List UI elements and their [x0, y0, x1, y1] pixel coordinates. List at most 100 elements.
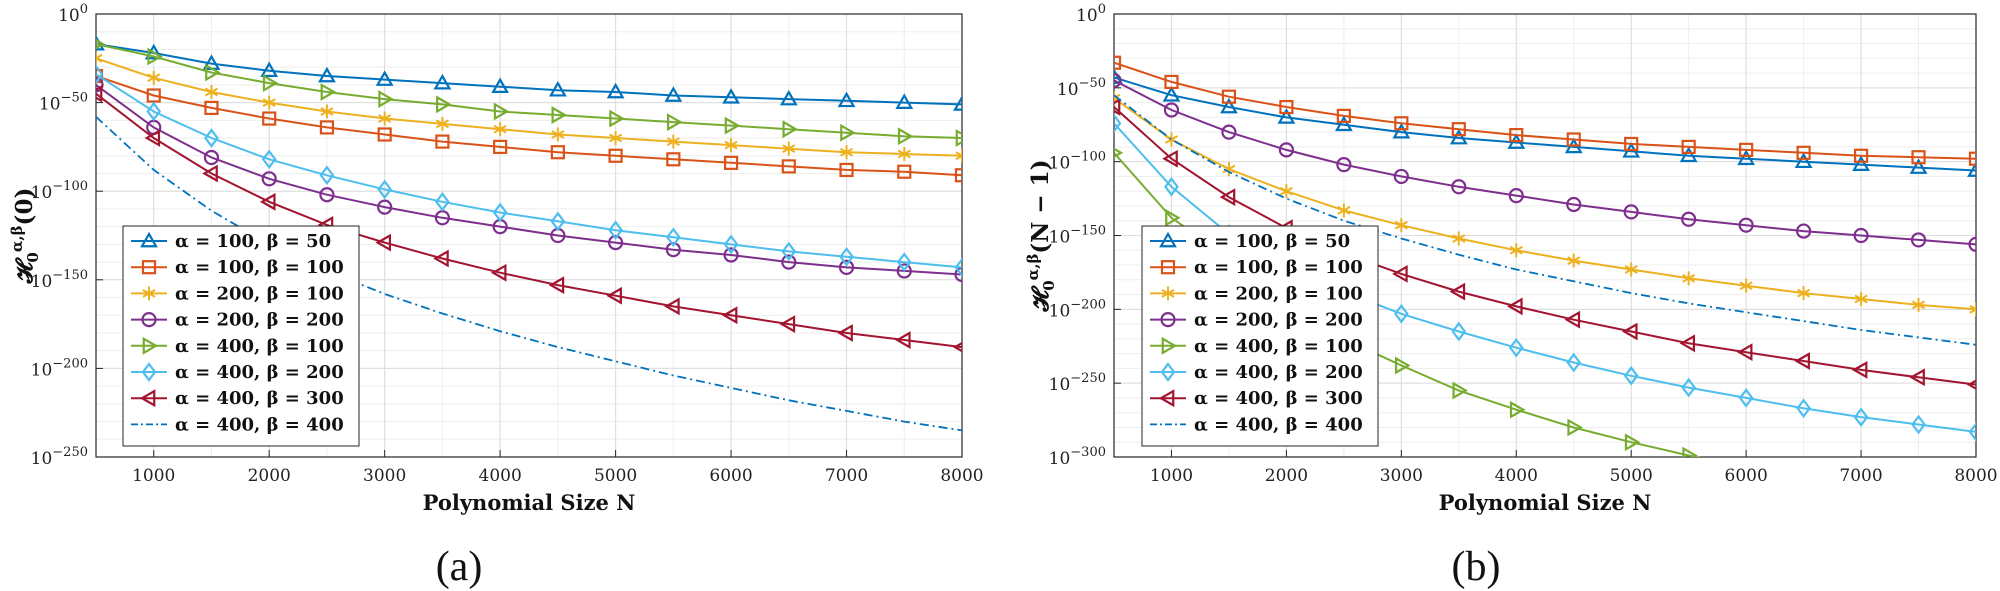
data-point: [1967, 161, 1976, 177]
legend-label: α = 100, β = 100: [1194, 257, 1363, 278]
data-point: [96, 64, 104, 85]
data-point: [954, 168, 962, 183]
y-tick-label: 10−200: [31, 356, 88, 380]
data-point: [1564, 310, 1581, 329]
series-line: [96, 43, 962, 106]
data-point: [490, 263, 507, 282]
data-point: [146, 88, 161, 103]
legend-item: α = 400, β = 100: [1150, 336, 1363, 357]
data-point: [548, 80, 567, 97]
data-point: [491, 77, 510, 94]
data-point: [1911, 414, 1926, 435]
data-point: [435, 134, 450, 149]
legend-item: α = 400, β = 200: [1150, 362, 1363, 383]
data-point: [896, 263, 912, 279]
data-point: [782, 141, 796, 156]
data-point: [1114, 55, 1122, 70]
legend-label: α = 200, β = 100: [1194, 283, 1363, 304]
y-tick-label: 10−250: [1049, 371, 1106, 395]
series-line: [96, 84, 962, 276]
data-point: [781, 254, 797, 270]
data-point: [1277, 108, 1296, 124]
data-point: [435, 191, 450, 212]
legend-item: α = 200, β = 200: [1150, 310, 1363, 331]
legend-item: α = 400, β = 300: [131, 388, 344, 409]
data-point: [261, 171, 277, 187]
data-point: [896, 252, 912, 272]
legend-item: α = 400, β = 400: [1150, 414, 1363, 435]
data-point: [96, 77, 104, 93]
legend-marker: [141, 312, 157, 328]
data-point: [1911, 297, 1926, 312]
axes-box: [95, 13, 963, 458]
data-point: [319, 165, 335, 186]
data-point: [203, 149, 220, 166]
legend-item: α = 400, β = 300: [1150, 388, 1363, 409]
y-axis-label: 𝓗0α,β(0): [8, 188, 42, 285]
data-point: [433, 249, 449, 268]
data-point: [1451, 321, 1467, 342]
data-point: [96, 51, 103, 66]
x-tick-label: 1000: [1150, 466, 1193, 486]
legend-marker: [1161, 286, 1175, 301]
data-point: [1163, 102, 1180, 118]
legend-item: α = 400, β = 200: [131, 362, 344, 383]
data-point: [779, 89, 798, 106]
data-point: [261, 149, 277, 170]
data-point: [837, 91, 856, 108]
data-point: [1971, 499, 1983, 513]
data-point: [550, 145, 565, 160]
legend-marker: [142, 286, 156, 301]
data-point: [1854, 291, 1868, 306]
x-tick-label: 8000: [940, 466, 983, 486]
series-6: [1114, 98, 1976, 390]
legend-label: α = 400, β = 400: [1194, 414, 1363, 435]
y-axis-label: 𝓗0α,β(N − 1): [1024, 160, 1058, 313]
data-point: [609, 109, 625, 128]
data-point: [1508, 188, 1524, 204]
data-point: [1449, 282, 1466, 301]
chart-panel-b: 1000 2000 3000 4000 5000 6000 7000 8000 100 10−50…: [1024, 2, 1998, 590]
data-point: [319, 120, 335, 135]
data-point: [1681, 139, 1696, 154]
data-point: [782, 120, 799, 139]
data-point: [204, 100, 219, 116]
data-point: [1739, 142, 1754, 157]
data-point: [1621, 322, 1638, 341]
series-7: [1114, 94, 1976, 346]
y-tick-label: 10−100: [31, 179, 88, 203]
data-point: [1968, 422, 1976, 442]
data-point: [840, 123, 856, 142]
data-point: [723, 247, 739, 263]
data-point: [1739, 278, 1753, 293]
data-point: [1279, 184, 1293, 199]
data-point: [1681, 211, 1697, 227]
data-point: [664, 86, 683, 102]
x-tick-label: 3000: [1380, 466, 1423, 486]
data-point: [1507, 297, 1523, 316]
data-point: [838, 259, 855, 275]
series-line: [96, 43, 962, 139]
x-tick-label: 4000: [479, 466, 522, 486]
data-point: [1567, 418, 1583, 437]
y-tick-label: 10−100: [1049, 150, 1106, 174]
y-axis-ticks: 100 10−50 10−100 10−150 10−200 10−250: [31, 2, 103, 469]
data-point: [1682, 271, 1696, 286]
data-point: [1909, 368, 1925, 387]
data-point: [492, 202, 508, 223]
data-point: [96, 84, 103, 103]
data-point: [1162, 149, 1178, 168]
x-tick-label: 6000: [709, 466, 752, 486]
legend-item: α = 100, β = 100: [131, 257, 344, 278]
y-tick-label: 10−50: [1057, 76, 1106, 100]
data-point: [1566, 352, 1582, 373]
legend-label: α = 400, β = 200: [175, 362, 344, 383]
data-point: [144, 43, 163, 60]
data-point: [433, 73, 452, 90]
data-point: [146, 101, 162, 122]
x-axis-ticks: 1000 2000 3000 4000 5000 6000 7000 8000: [1150, 450, 1998, 486]
data-point: [1969, 302, 1976, 317]
data-point: [1222, 162, 1236, 177]
data-point: [204, 84, 219, 99]
data-point: [1913, 491, 1925, 505]
